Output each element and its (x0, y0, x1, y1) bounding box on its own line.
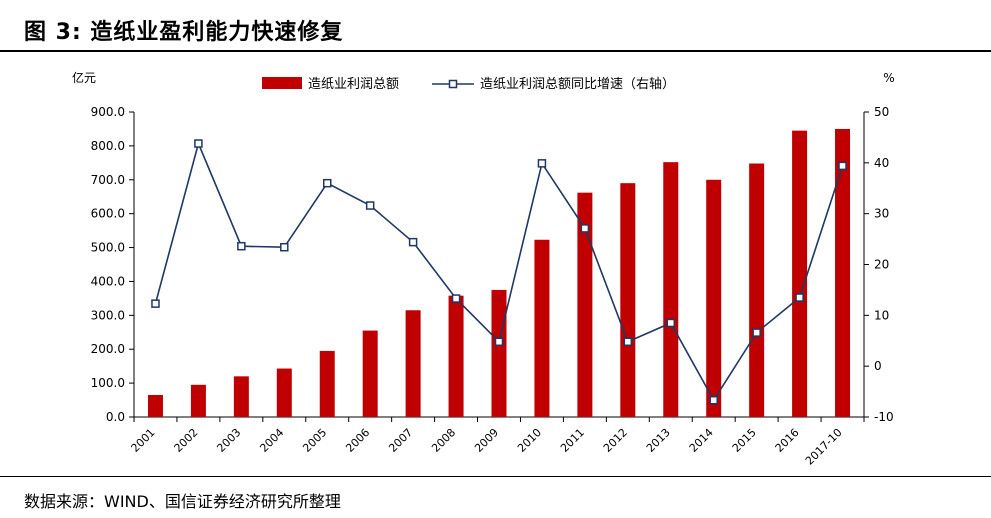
x-tick-label: 2006 (343, 426, 372, 455)
y-right-tick-label: -10 (874, 410, 894, 424)
bar (577, 192, 593, 417)
line-point (752, 328, 761, 337)
x-tick-label: 2003 (214, 426, 243, 455)
x-tick-label: 2016 (773, 426, 802, 455)
title-divider (0, 50, 991, 52)
x-tick-label: 2017-10 (803, 426, 845, 468)
line-point (237, 241, 246, 251)
bar (620, 183, 636, 417)
y-left-tick-label: 100.0 (91, 376, 125, 390)
data-source: 数据来源：WIND、国信证券经济研究所整理 (24, 492, 341, 511)
bar (319, 350, 335, 417)
y-left-unit: 亿元 (72, 70, 96, 85)
y-left-tick-label: 300.0 (91, 308, 125, 322)
legend-line-label: 造纸业利润总额同比增速（右轴） (480, 77, 675, 92)
line-point (795, 293, 804, 302)
line-point (151, 299, 160, 308)
y-right-tick-label: 40 (874, 156, 889, 170)
bar (147, 394, 163, 417)
x-tick-label: 2002 (172, 426, 201, 455)
legend-bar-swatch (262, 77, 302, 89)
y-left-tick-label: 0.0 (106, 410, 125, 424)
footer-divider (0, 476, 991, 477)
y-left-tick-label: 800.0 (91, 139, 125, 153)
line-point (580, 224, 590, 233)
bar (448, 295, 464, 417)
y-left-tick-label: 500.0 (91, 241, 125, 255)
y-left-tick-label: 900.0 (91, 105, 125, 119)
line-point (194, 139, 203, 148)
page-title: 图 3: 造纸业盈利能力快速修复 (24, 20, 344, 45)
bar (362, 330, 378, 417)
line-point (494, 337, 504, 347)
y-right-tick-label: 0 (874, 359, 882, 373)
bar (663, 162, 679, 417)
combo-chart: 0.0 100.0 200.0 300.0 400.0 500.0 600.0 700.0 80… (72, 70, 895, 468)
x-tick-label: 2009 (472, 426, 501, 455)
x-tick-label: 2007 (386, 426, 415, 455)
legend-bar-label: 造纸业利润总额 (308, 77, 399, 92)
line-point (451, 294, 461, 303)
bar (190, 384, 206, 417)
y-left-tick-label: 600.0 (91, 207, 125, 221)
x-tick-label: 2004 (257, 426, 286, 455)
line-point (408, 237, 418, 247)
y-left-tick-label: 400.0 (91, 274, 125, 288)
bar (792, 130, 808, 417)
y-right-tick-label: 20 (874, 258, 889, 272)
bar (706, 179, 722, 417)
line-point (709, 395, 718, 405)
x-tick-label: 2012 (601, 426, 630, 455)
y-left-tick-label: 700.0 (91, 173, 125, 187)
line-point (280, 242, 289, 252)
x-tick-label: 2005 (300, 426, 329, 455)
x-tick-label: 2014 (687, 426, 716, 455)
bar (405, 310, 421, 417)
bar (835, 128, 851, 417)
line-point (666, 318, 676, 328)
line-point (365, 201, 375, 210)
line-point (623, 337, 633, 347)
bar (491, 289, 507, 417)
x-tick-label: 2011 (558, 426, 587, 455)
bar (233, 376, 249, 417)
y-right-unit: % (883, 71, 894, 85)
y-right-tick-label: 30 (874, 207, 889, 221)
line-point (838, 161, 847, 171)
x-tick-label: 2013 (644, 426, 673, 455)
line-point (537, 159, 547, 168)
bar (276, 368, 292, 417)
x-tick-label: 2008 (429, 426, 458, 455)
line-point (322, 178, 332, 188)
y-right-tick-label: 50 (874, 105, 889, 119)
bar (534, 239, 550, 417)
x-tick-label: 2001 (129, 426, 158, 455)
y-right-tick-label: 10 (874, 308, 889, 322)
y-left-tick-label: 200.0 (91, 342, 125, 356)
x-tick-label: 2015 (730, 426, 759, 455)
legend-line-marker (448, 79, 458, 89)
bar (749, 163, 765, 417)
x-tick-label: 2010 (515, 426, 544, 455)
